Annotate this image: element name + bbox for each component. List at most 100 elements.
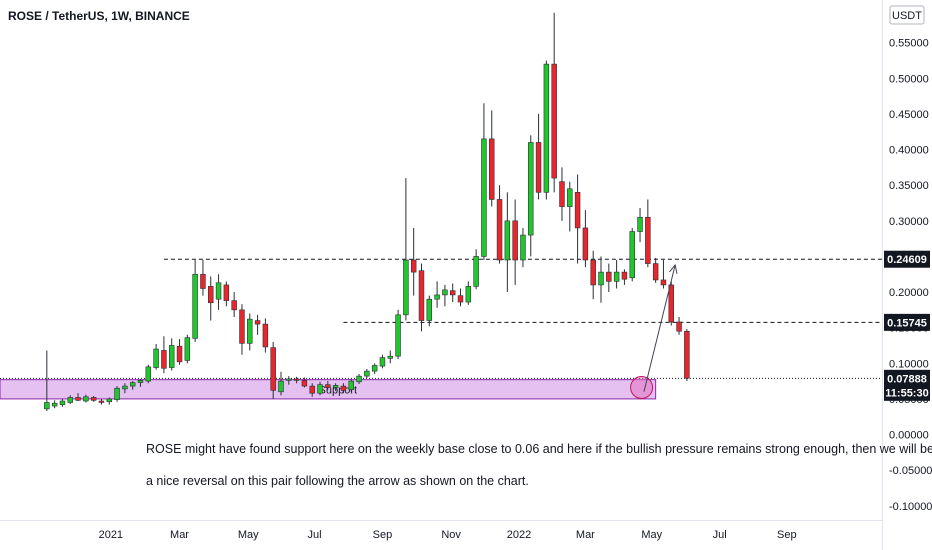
time-tick-label: 2021	[99, 529, 123, 541]
candle-down	[270, 347, 276, 391]
reversal-arrow[interactable]	[643, 264, 676, 392]
candle-up	[106, 398, 112, 403]
reversal-circle-marker[interactable]	[630, 376, 654, 400]
candle-up	[44, 402, 50, 410]
candle-down	[410, 259, 417, 273]
candle-down	[293, 378, 300, 381]
annotation-line-2: a nice reversal on this pair following t…	[146, 474, 529, 488]
candle-up	[114, 387, 120, 400]
candle-down	[254, 320, 261, 325]
candle-up	[247, 318, 253, 344]
candle-down	[621, 271, 628, 280]
price-tick-label: 0.55000	[889, 38, 929, 50]
level-price-tag: 0.24609	[887, 254, 927, 266]
candle-down	[551, 63, 557, 179]
price-tick-label: -0.10000	[889, 501, 932, 513]
chart-title: ROSE / TetherUS, 1W, BINANCE	[8, 9, 190, 23]
time-axis[interactable]: 2021 Mar May Jul Sep Nov 2022 Mar May Jul Sep	[99, 529, 797, 541]
candle-down	[90, 397, 97, 401]
candle-up	[543, 63, 550, 193]
candle-down	[606, 271, 612, 282]
candle-up	[598, 271, 604, 286]
candle-up	[364, 370, 370, 377]
candle-up	[348, 380, 354, 390]
candle-up	[465, 286, 472, 303]
candle-down	[449, 290, 456, 296]
candle-down	[489, 138, 495, 200]
candle-up	[403, 259, 409, 316]
candle-up	[426, 298, 433, 321]
candle-down	[684, 330, 690, 379]
candle-up	[153, 348, 159, 368]
candle-up	[629, 231, 635, 279]
price-tick-label: -0.05000	[889, 465, 932, 477]
time-tick-label: May	[238, 529, 259, 541]
annotation-line-1: ROSE might have found support here on th…	[146, 442, 932, 456]
candle-down	[223, 284, 230, 301]
time-tick-label: Sep	[777, 529, 797, 541]
candle-up	[286, 378, 292, 381]
candle-up	[59, 400, 66, 405]
candle-down	[457, 295, 464, 303]
current-price-tag-bg	[884, 369, 930, 401]
candle-down	[309, 385, 315, 394]
candle-up	[520, 234, 526, 261]
candles	[44, 12, 690, 412]
currency-button-label: USDT	[892, 10, 922, 22]
candle-up	[395, 314, 401, 357]
candle-down	[590, 259, 596, 286]
candle-up	[317, 384, 323, 394]
candle-down	[239, 309, 245, 344]
candle-down	[161, 350, 167, 369]
candle-up	[184, 337, 191, 361]
time-tick-label: Mar	[170, 529, 189, 541]
currency-button[interactable]: USDT	[889, 5, 925, 25]
price-tick-label: 0.50000	[889, 73, 929, 85]
candle-down	[418, 270, 425, 321]
time-tick-label: Jul	[308, 529, 322, 541]
price-tick-label: 0.45000	[889, 109, 929, 121]
candle-down	[176, 345, 183, 363]
candle-up	[145, 366, 152, 382]
candle-up	[192, 273, 198, 339]
candle-up	[67, 397, 73, 403]
current-price-tag-countdown: 11:55:30	[885, 387, 928, 399]
candle-up	[473, 256, 479, 287]
candle-down	[262, 323, 269, 348]
candle-down	[652, 263, 659, 281]
time-tick-label: 2022	[507, 529, 531, 541]
candle-down	[75, 397, 81, 401]
candle-down	[340, 385, 347, 391]
level-price-tag-bg	[884, 313, 930, 331]
candle-down	[301, 380, 308, 387]
candle-up	[434, 294, 440, 300]
time-tick-label: Jul	[713, 529, 727, 541]
candle-down	[200, 273, 206, 289]
reversal-arrow-head-icon	[669, 263, 678, 274]
candle-down	[668, 284, 674, 323]
price-tick-label: 0.40000	[889, 145, 929, 157]
current-price-tag: 0.07888	[887, 373, 927, 385]
candle-up	[278, 380, 284, 393]
candle-up	[215, 282, 222, 300]
candle-up	[356, 375, 362, 383]
candle-up	[122, 385, 128, 390]
level-price-tag-bg	[884, 250, 930, 268]
candle-down	[535, 142, 542, 193]
candle-up	[332, 385, 339, 388]
candle-down	[208, 286, 214, 304]
time-tick-label: Mar	[576, 529, 595, 541]
price-tick-label: 0.00000	[889, 430, 929, 442]
candle-up	[613, 271, 620, 282]
candle-up	[371, 365, 378, 372]
price-tick-label: 0.20000	[889, 287, 929, 299]
time-tick-label: May	[641, 529, 662, 541]
time-tick-label: Nov	[441, 529, 461, 541]
candle-down	[574, 192, 581, 229]
candle-up	[137, 380, 144, 383]
candle-down	[660, 279, 667, 286]
candle-down	[676, 321, 682, 332]
candle-up	[129, 382, 136, 387]
